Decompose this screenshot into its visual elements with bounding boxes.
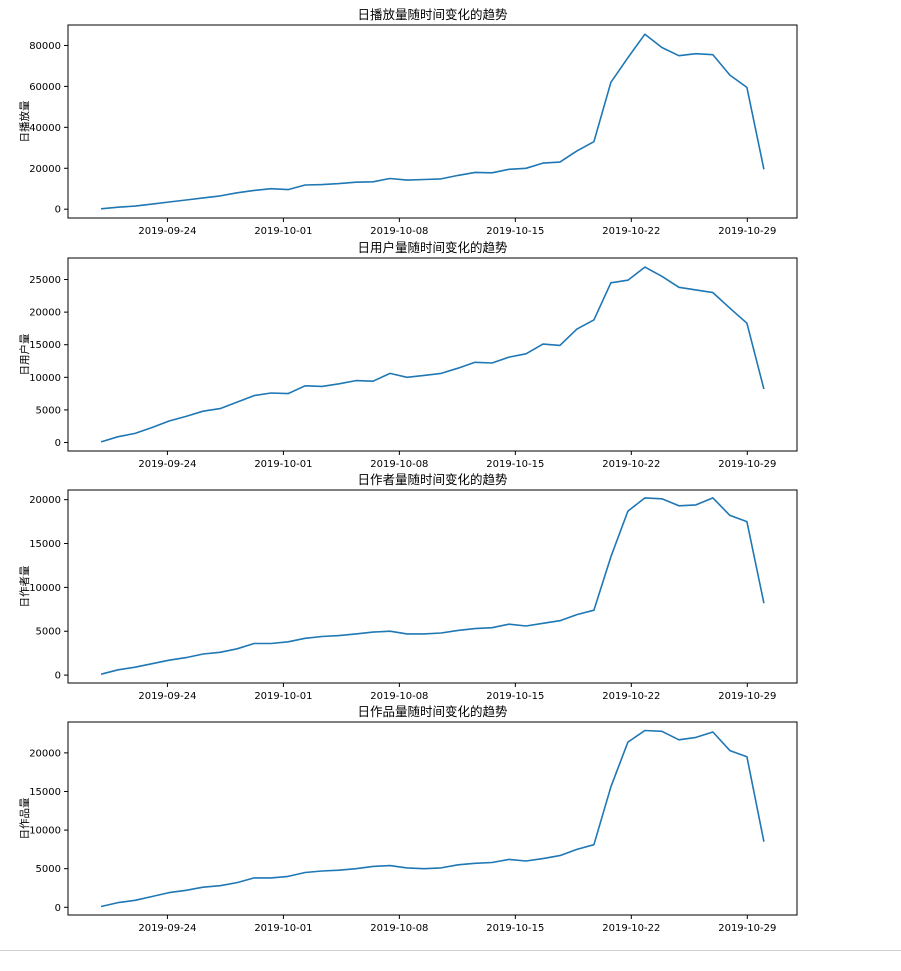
y-tick-label: 15000 [29,787,61,798]
axes-frame [67,257,798,452]
y-axis-label: 日作品量 [19,797,31,839]
y-tick-label: 20000 [29,495,61,506]
figure: 日播放量随时间变化的趋势 日播放量 0 20000 40000 60000 80000 2… [18,7,798,934]
subplot-daily-authors: 日作者量随时间变化的趋势 日作者量 0 5000 10000 15000 20000 20… [19,472,798,702]
axes-frame [67,24,798,219]
y-tick-label: 5000 [36,864,61,875]
x-tick-label: 2019-10-15 [486,923,544,934]
chart-title: 日用户量随时间变化的趋势 [357,240,508,255]
x-tick-label: 2019-10-15 [486,691,544,702]
x-tick-label: 2019-10-22 [602,226,660,237]
series-line [100,497,765,675]
y-tick-label: 0 [55,903,61,914]
y-tick-label: 0 [55,205,61,216]
y-tick-label: 10000 [29,583,61,594]
y-tick-label: 40000 [29,123,61,134]
chart-title: 日播放量随时间变化的趋势 [357,7,508,22]
y-axis-label: 日用户量 [18,333,31,375]
series-line [100,266,765,443]
x-tick-label: 2019-10-29 [718,923,776,934]
x-tick-label: 2019-10-01 [254,226,312,237]
y-axis-label: 日播放量 [18,100,31,142]
x-tick-label: 2019-10-01 [254,691,312,702]
x-tick-label: 2019-10-01 [254,923,312,934]
x-tick-label: 2019-10-08 [370,226,428,237]
y-tick-label: 0 [55,438,61,449]
x-tick-label: 2019-10-29 [718,226,776,237]
y-tick-label: 20000 [29,748,61,759]
x-tick-label: 2019-10-15 [486,459,544,470]
y-tick-label: 60000 [29,82,61,93]
x-tick-label: 2019-09-24 [138,691,196,702]
bottom-divider [0,950,901,951]
chart-title: 日作品量随时间变化的趋势 [357,704,508,719]
series-line [100,729,765,908]
x-tick-label: 2019-10-22 [602,459,660,470]
y-tick-label: 10000 [29,826,61,837]
x-tick-label: 2019-10-15 [486,226,544,237]
x-tick-label: 2019-10-29 [718,691,776,702]
y-tick-label: 15000 [29,340,61,351]
y-tick-label: 25000 [29,275,61,286]
y-tick-label: 80000 [29,41,61,52]
y-axis-label: 日作者量 [19,565,31,607]
chart-title: 日作者量随时间变化的趋势 [357,472,508,487]
x-tick-label: 2019-09-24 [138,459,196,470]
axes-frame [67,721,798,916]
y-tick-label: 20000 [29,308,61,319]
y-tick-label: 15000 [29,539,61,550]
x-tick-label: 2019-10-22 [602,923,660,934]
subplot-daily-plays: 日播放量随时间变化的趋势 日播放量 0 20000 40000 60000 80000 2… [18,7,798,237]
y-tick-label: 20000 [29,164,61,175]
x-tick-label: 2019-09-24 [138,923,196,934]
subplot-daily-users: 日用户量随时间变化的趋势 日用户量 0 5000 10000 15000 20000 25… [18,240,798,470]
x-tick-label: 2019-10-08 [370,923,428,934]
x-tick-label: 2019-10-29 [718,459,776,470]
y-tick-label: 10000 [29,373,61,384]
y-tick-label: 0 [55,671,61,682]
subplot-daily-works: 日作品量随时间变化的趋势 日作品量 0 5000 10000 15000 20000 20… [19,704,798,934]
series-line [101,33,765,210]
x-tick-label: 2019-10-22 [602,691,660,702]
y-tick-label: 5000 [36,627,61,638]
y-tick-label: 5000 [36,405,61,416]
x-tick-label: 2019-10-08 [370,691,428,702]
axes-frame [67,489,798,684]
x-tick-label: 2019-10-08 [370,459,428,470]
x-tick-label: 2019-10-01 [254,459,312,470]
x-tick-label: 2019-09-24 [138,226,196,237]
